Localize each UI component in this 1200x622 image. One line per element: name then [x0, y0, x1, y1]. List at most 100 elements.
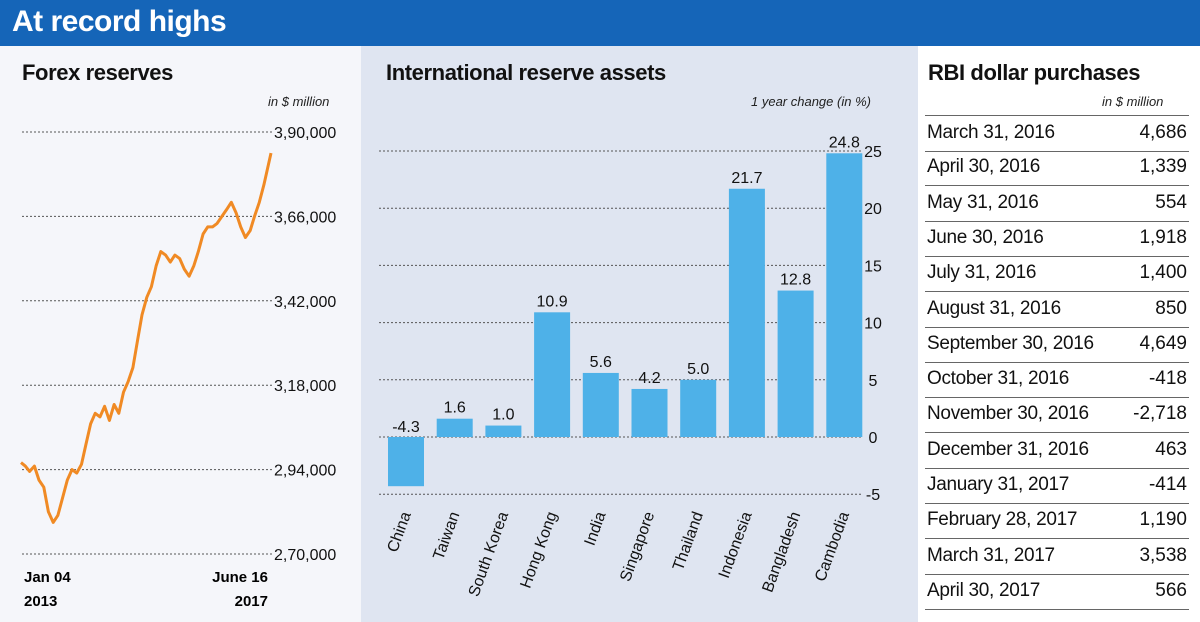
y-tick-label: 2,94,000	[274, 463, 336, 480]
row-value: 463	[1155, 438, 1187, 460]
category-label: Taiwan	[430, 510, 463, 563]
category-label: South Korea	[466, 509, 512, 598]
table-row: July 31, 2016 1,400	[925, 256, 1189, 293]
row-date: August 31, 2016	[927, 297, 1061, 319]
header-bar: At record highs	[0, 0, 1200, 46]
y-tick-label: 3,90,000	[274, 125, 336, 142]
row-date: February 28, 2017	[927, 509, 1078, 531]
bar	[777, 290, 814, 437]
table-row: December 31, 2016 463	[925, 433, 1189, 469]
table-row: May 31, 2016 554	[925, 186, 1189, 222]
bar-value-label: 12.8	[780, 272, 811, 289]
row-date: June 30, 2016	[927, 226, 1044, 248]
category-label: Thailand	[670, 510, 707, 573]
bar	[631, 388, 668, 437]
intl-bar-chart: 25 20 15 10 5 0 -5 -4.3 China 1.6 Taiwan 1.0 South K…	[379, 134, 882, 599]
bar-value-label: 21.7	[731, 170, 762, 187]
bar	[582, 372, 619, 437]
row-date: March 31, 2016	[927, 122, 1055, 143]
row-date: January 31, 2017	[927, 474, 1070, 495]
row-value: 1,339	[1139, 156, 1187, 178]
category-label: Indonesia	[716, 509, 756, 580]
table-row: June 30, 2016 1,918	[925, 221, 1189, 257]
bar	[680, 379, 717, 437]
row-value: 850	[1155, 297, 1187, 319]
bar	[436, 418, 473, 437]
row-value: 566	[1155, 579, 1187, 601]
y-tick-label: -5	[866, 487, 880, 504]
bar	[485, 425, 522, 437]
bar-value-label: 10.9	[537, 293, 568, 310]
table-row: March 31, 2017 3,538	[925, 539, 1189, 575]
row-date: July 31, 2016	[927, 262, 1037, 284]
row-value: 1,190	[1139, 509, 1187, 531]
x-label-start-year: 2013	[24, 593, 57, 610]
bar	[728, 188, 765, 437]
table-row: September 30, 2016 4,649	[925, 327, 1189, 363]
intl-unit: 1 year change (in %)	[751, 94, 871, 109]
bar	[826, 153, 863, 437]
x-label-end: June 16	[212, 569, 268, 586]
row-value: -2,718	[1133, 403, 1187, 425]
row-value: 4,649	[1139, 332, 1187, 354]
bar-value-label: 5.0	[687, 361, 709, 378]
intl-title: International reserve assets	[386, 60, 666, 85]
rbi-title: RBI dollar purchases	[928, 60, 1141, 85]
row-date: September 30, 2016	[927, 332, 1094, 354]
table-row: August 31, 2016 850	[925, 292, 1189, 328]
y-tick-label: 25	[864, 144, 882, 161]
forex-title: Forex reserves	[22, 60, 173, 85]
category-label: Cambodia	[812, 509, 853, 583]
bar-value-label: 24.8	[829, 134, 860, 151]
y-tick-label: 20	[864, 201, 882, 218]
row-value: -414	[1148, 474, 1187, 495]
y-tick-label: 15	[864, 258, 882, 275]
forex-series-line	[20, 152, 273, 524]
x-label-end-year: 2017	[235, 593, 268, 610]
forex-line-chart: 3,90,000 3,66,000 3,42,000 3,18,000 2,94,000…	[20, 125, 336, 610]
row-date: April 30, 2016	[927, 156, 1041, 178]
table-row: November 30, 2016 -2,718	[925, 397, 1189, 434]
y-tick-label: 5	[869, 373, 878, 390]
table-row: January 31, 2017 -414	[925, 468, 1189, 504]
y-tick-label: 10	[864, 316, 882, 333]
forex-panel: Forex reserves in $ million 3,90,000 3,66…	[0, 46, 361, 622]
intl-panel: International reserve assets 1 year chan…	[361, 46, 918, 622]
category-label: India	[582, 509, 610, 548]
row-value: 554	[1155, 191, 1187, 213]
forex-unit: in $ million	[268, 94, 330, 109]
category-label: Hong Kong	[518, 510, 561, 591]
table-row: April 30, 2016 1,339	[925, 150, 1189, 187]
row-value: 3,538	[1139, 544, 1187, 566]
table-row: February 28, 2017 1,190	[925, 503, 1189, 540]
row-date: March 31, 2017	[927, 544, 1055, 566]
bar-value-label: -4.3	[392, 419, 420, 436]
y-tick-label: 3,42,000	[274, 294, 336, 311]
category-label: Singapore	[617, 509, 658, 583]
table-row: October 31, 2016 -418	[925, 362, 1189, 399]
row-date: November 30, 2016	[927, 403, 1089, 425]
y-tick-label: 2,70,000	[274, 547, 336, 564]
y-tick-label: 0	[869, 430, 878, 447]
table-row: March 31, 2016 4,686	[925, 115, 1189, 152]
bar-value-label: 5.6	[590, 354, 612, 371]
row-date: May 31, 2016	[927, 191, 1039, 213]
row-value: -418	[1148, 368, 1187, 390]
bar-value-label: 4.2	[638, 370, 660, 387]
category-label: China	[384, 509, 414, 554]
rbi-unit: in $ million	[1102, 94, 1164, 109]
row-date: December 31, 2016	[927, 438, 1089, 460]
row-date: April 30, 2017	[927, 579, 1041, 601]
y-tick-label: 3,18,000	[274, 378, 336, 395]
rbi-panel: RBI dollar purchases in $ million	[918, 46, 1200, 622]
row-date: October 31, 2016	[927, 368, 1070, 390]
bar-value-label: 1.0	[492, 407, 514, 424]
page-title: At record highs	[12, 5, 227, 38]
x-label-start: Jan 04	[24, 569, 71, 586]
category-label: Bangladesh	[759, 510, 804, 595]
row-value: 4,686	[1139, 122, 1187, 143]
row-value: 1,400	[1139, 262, 1187, 284]
bar	[534, 312, 571, 437]
y-tick-label: 3,66,000	[274, 209, 336, 226]
table-row: April 30, 2017 566	[925, 574, 1189, 610]
